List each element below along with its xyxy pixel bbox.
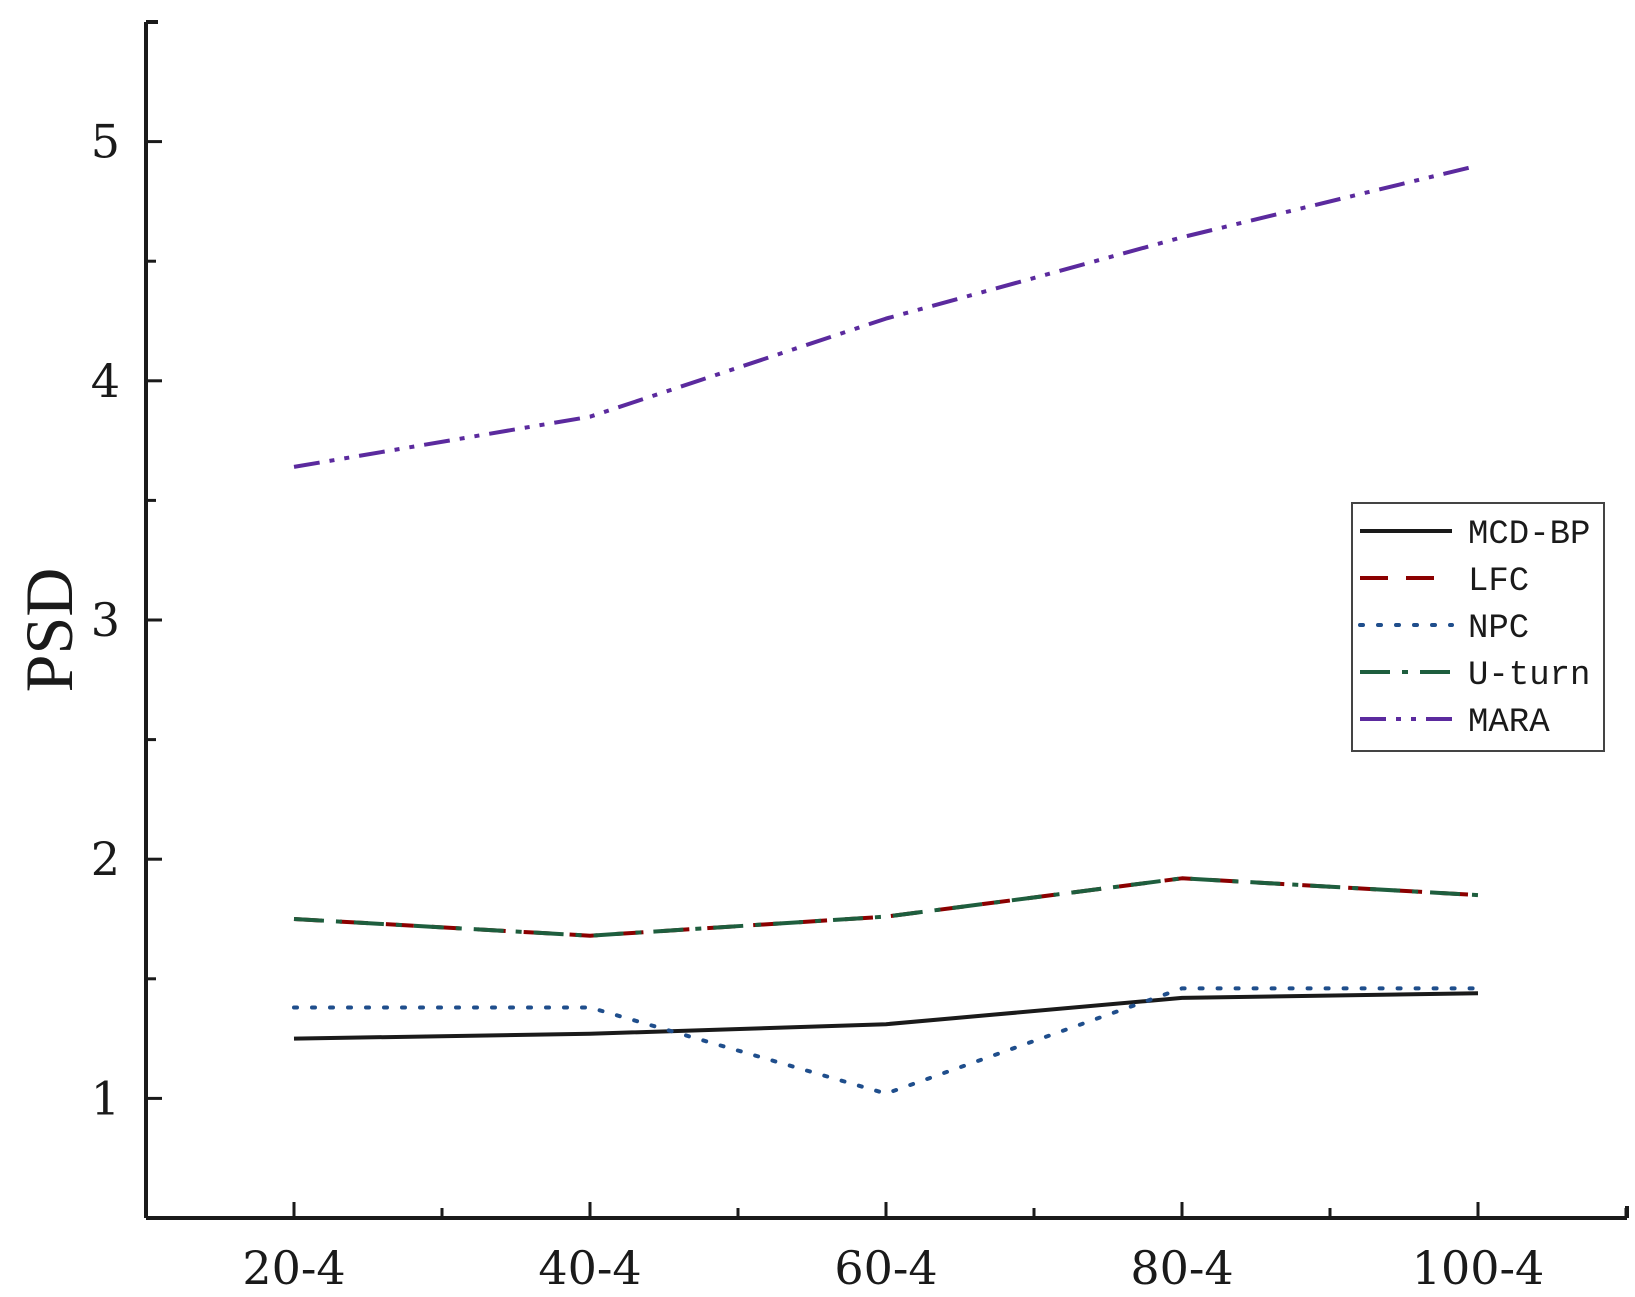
x-tick-label: 20-4 bbox=[242, 1241, 345, 1295]
legend-box bbox=[1351, 502, 1605, 752]
legend-label: LFC bbox=[1468, 563, 1529, 601]
series-line-mara bbox=[293, 163, 1479, 469]
y-tick-label: 4 bbox=[91, 354, 120, 408]
y-tick-label: 3 bbox=[91, 593, 120, 647]
series-line-lfc bbox=[293, 876, 1479, 938]
series-line-u-turn bbox=[293, 876, 1479, 938]
x-tick-label: 40-4 bbox=[538, 1241, 641, 1295]
legend-label: MCD-BP bbox=[1468, 516, 1590, 554]
legend-label: MARA bbox=[1468, 704, 1550, 742]
series-lines bbox=[292, 163, 1480, 1096]
legend: MCD-BP LFC NPC U-turn MARA bbox=[1351, 502, 1605, 752]
legend-label: NPC bbox=[1468, 610, 1529, 648]
series-line-npc bbox=[292, 986, 1480, 1096]
y-tick-label: 5 bbox=[91, 115, 120, 169]
y-tick-label: 2 bbox=[91, 832, 120, 886]
axes: 1 2 3 4 5 20-4 40-4 60-4 80-4 100-4 bbox=[91, 20, 1629, 1295]
x-tick-label: 60-4 bbox=[834, 1241, 937, 1295]
series-line-mcd-bp bbox=[293, 991, 1479, 1041]
x-tick-label: 100-4 bbox=[1412, 1241, 1545, 1295]
y-tick-label: 1 bbox=[91, 1071, 120, 1125]
x-tick-label: 80-4 bbox=[1130, 1241, 1233, 1295]
legend-label: U-turn bbox=[1468, 657, 1590, 695]
y-axis-label: PSD bbox=[11, 568, 87, 693]
